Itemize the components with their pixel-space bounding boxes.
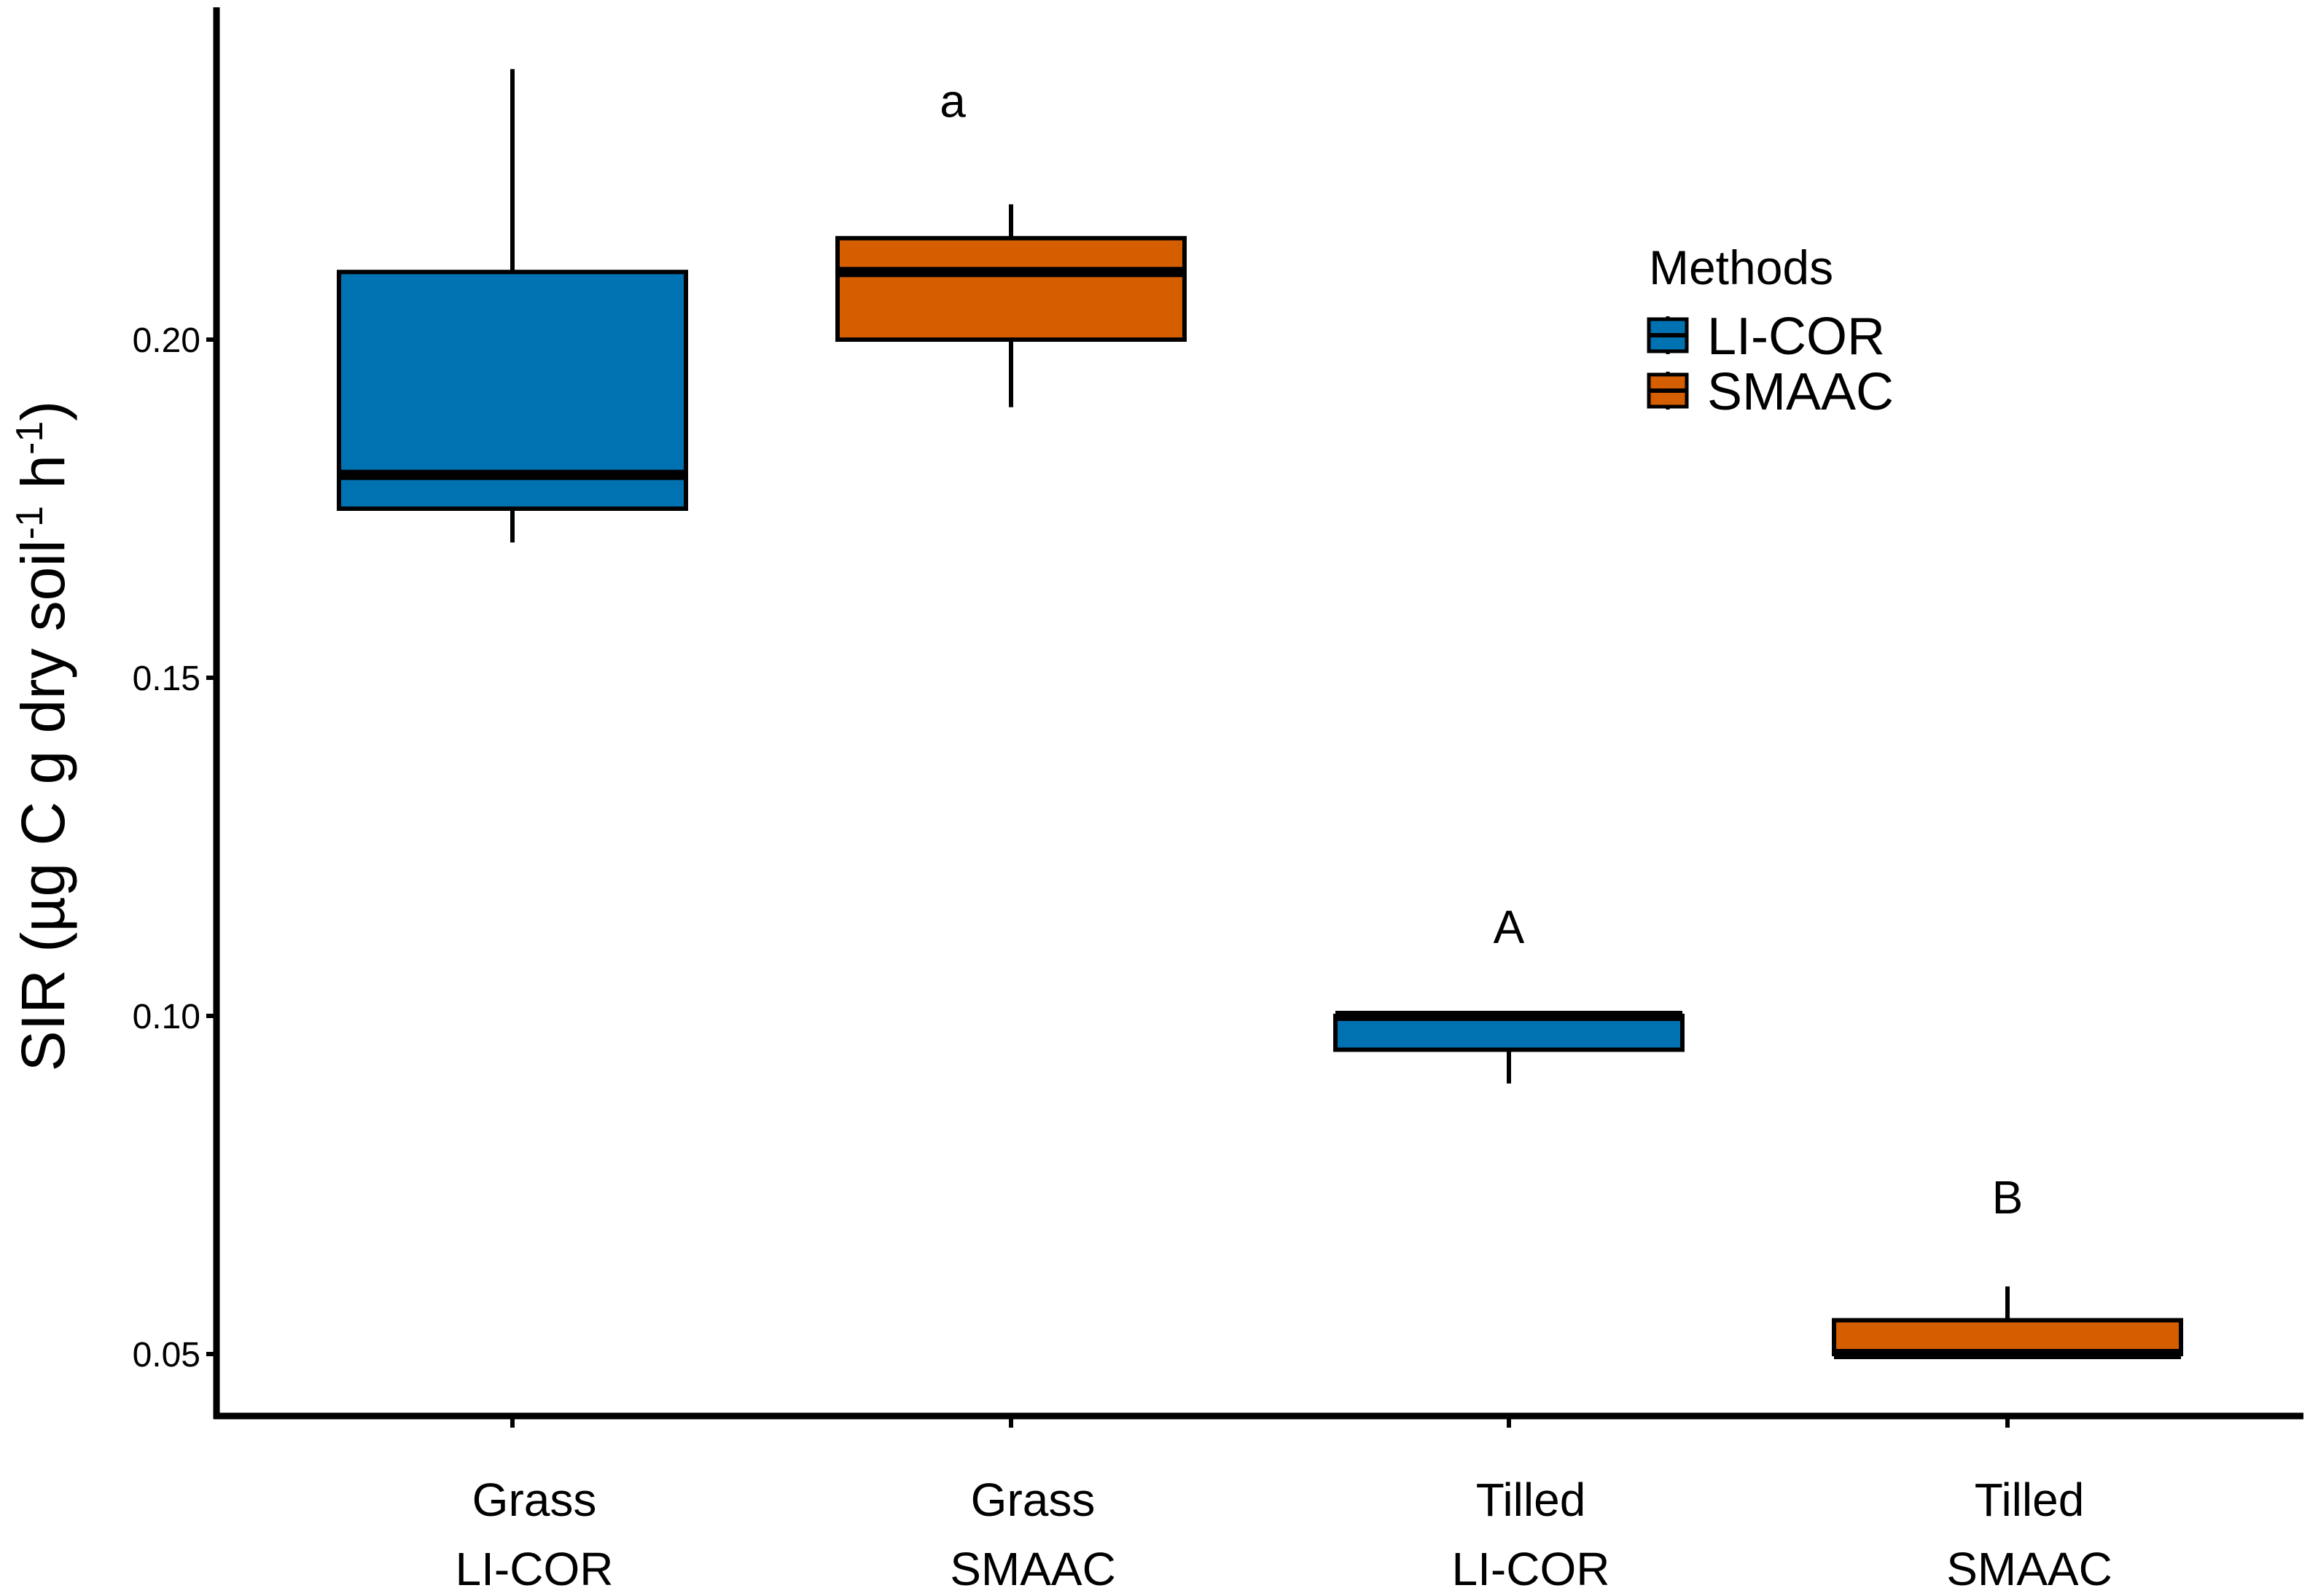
y-tick-label: 0.05 [133, 1336, 200, 1374]
y-title-text: h [9, 455, 77, 506]
y-axis-title: SIR (µg C g dry soil-1 h-1) [9, 401, 77, 1071]
x-tick-label-line1: Tilled [1476, 1474, 1586, 1526]
x-tick-label-line2: SMAAC [1946, 1543, 2112, 1592]
y-tick-label: 0.15 [133, 660, 200, 698]
y-title-text: SIR (µg C g dry soil [9, 539, 77, 1071]
significance-letter: B [1992, 1171, 2024, 1224]
x-tick-label-line2: LI-COR [456, 1543, 614, 1592]
box-tilled-smaac [1832, 1318, 2183, 1356]
box-grass-smaac [835, 235, 1187, 342]
x-tick-label-line1: Grass [971, 1474, 1096, 1526]
significance-letter: a [940, 74, 966, 127]
x-tick-label-line1: Grass [472, 1474, 597, 1526]
x-tick-label-line1: Tilled [1975, 1474, 2085, 1526]
x-tick-label-line2: LI-COR [1452, 1543, 1610, 1592]
y-title-superscript: -1 [9, 506, 51, 539]
y-title-superscript: -1 [9, 421, 51, 455]
y-tick-label: 0.20 [133, 321, 200, 360]
y-tick-label: 0.10 [133, 998, 200, 1036]
legend-label: SMAAC [1707, 363, 1894, 421]
significance-letter: A [1494, 901, 1525, 953]
x-tick-label-line2: SMAAC [950, 1543, 1116, 1592]
y-title-text: ) [9, 401, 77, 421]
legend-label: LI-COR [1707, 308, 1885, 366]
legend-title: Methods [1649, 240, 1833, 294]
box-grass-li-cor [337, 270, 688, 511]
